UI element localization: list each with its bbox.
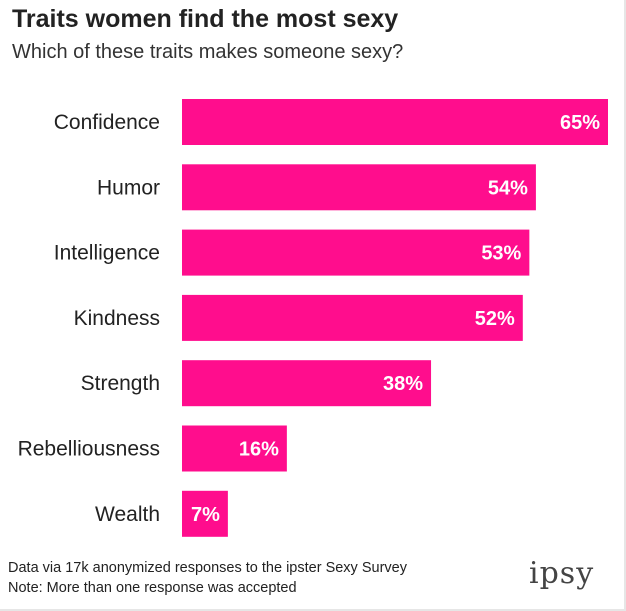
chart-subtitle: Which of these traits makes someone sexy… [12, 41, 404, 63]
category-label-wealth: Wealth [95, 503, 160, 526]
value-label-humor: 54% [488, 177, 528, 199]
category-label-confidence: Confidence [54, 111, 160, 134]
footnote-note: Note: More than one response was accepte… [8, 580, 297, 596]
value-label-kindness: 52% [475, 308, 515, 330]
category-label-rebelliousness: Rebelliousness [18, 438, 160, 461]
footnote-source: Data via 17k anonymized responses to the… [8, 560, 407, 576]
value-label-intelligence: 53% [481, 243, 521, 265]
category-label-intelligence: Intelligence [54, 242, 160, 265]
category-label-strength: Strength [81, 372, 160, 395]
bar-intelligence [182, 229, 530, 276]
bar-humor [182, 164, 536, 211]
category-label-humor: Humor [97, 176, 160, 199]
bar-kindness [182, 294, 523, 341]
bar-confidence [182, 99, 608, 145]
value-label-strength: 38% [383, 373, 423, 395]
bar-wealth [182, 490, 228, 537]
ipsy-logo: ipsy [529, 556, 595, 591]
bar-strength [182, 360, 432, 407]
category-label-kindness: Kindness [74, 307, 160, 330]
value-label-rebelliousness: 16% [239, 439, 279, 461]
value-label-wealth: 7% [191, 504, 220, 526]
bar-rebelliousness [182, 425, 287, 472]
value-label-confidence: 65% [560, 112, 600, 134]
chart-title: Traits women find the most sexy [12, 5, 399, 33]
